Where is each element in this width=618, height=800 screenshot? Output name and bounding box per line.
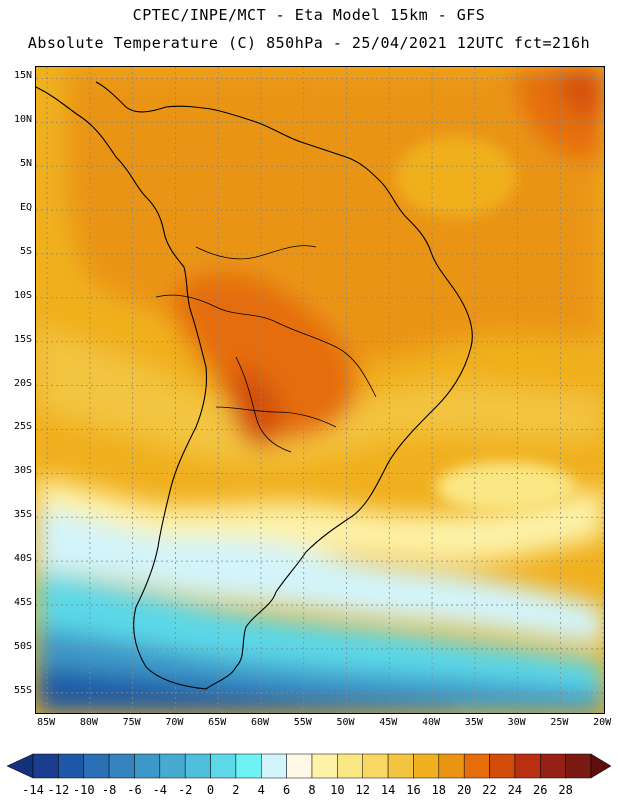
colorbar-under-arrow	[6, 753, 34, 779]
map-subtitle: Absolute Temperature (C) 850hPa - 25/04/…	[27, 34, 591, 52]
colorbar-tick-label: -10	[72, 783, 95, 797]
lon-label: 65W	[208, 717, 227, 728]
colorbar-swatch	[387, 753, 414, 779]
lat-label: 40S	[13, 553, 32, 565]
lat-label: 10S	[13, 289, 32, 301]
coastline	[36, 81, 473, 690]
colorbar-tick-label: 6	[283, 783, 291, 797]
colorbar-swatch	[463, 753, 490, 779]
lon-label: 20W	[593, 717, 612, 728]
colorbar-swatch	[337, 753, 363, 779]
colorbar-tick-label: 4	[257, 783, 265, 797]
lat-label: 5S	[19, 245, 32, 257]
map-canvas	[36, 67, 604, 713]
lat-label: 25S	[13, 421, 32, 433]
colorbar-swatch	[438, 753, 465, 779]
colorbar-swatch	[311, 753, 338, 779]
colorbar-swatch	[210, 753, 237, 779]
colorbar-swatch	[514, 753, 541, 779]
colorbar-swatch	[83, 753, 110, 779]
colorbar-tick-label: 14	[380, 783, 396, 797]
lat-label: 45S	[13, 597, 32, 609]
colorbar-tick-label: 2	[232, 783, 240, 797]
lat-label: 15S	[13, 333, 32, 345]
lat-label: 50S	[13, 640, 32, 652]
lon-label: 60W	[250, 717, 269, 728]
colorbar-tick-label: 26	[533, 783, 548, 797]
colorbar-over-arrow	[590, 753, 612, 779]
colorbar	[6, 753, 612, 779]
lon-label: 25W	[550, 717, 569, 728]
colorbar-tick-label: 28	[558, 783, 573, 797]
colorbar-swatch	[108, 753, 135, 779]
lon-label: 75W	[122, 717, 141, 728]
lat-label: 10N	[13, 114, 32, 126]
lon-label: 45W	[379, 717, 398, 728]
map-title: CPTEC/INPE/MCT - Eta Model 15km - GFS	[132, 6, 486, 24]
lon-label: 80W	[79, 717, 98, 728]
colorbar-tick-label: -8	[101, 783, 117, 797]
colorbar-tick-label: 22	[482, 783, 497, 797]
temperature-map[interactable]	[35, 66, 605, 714]
temperature-detail	[146, 137, 576, 512]
colorbar-swatch	[286, 753, 313, 779]
lat-label: 5N	[19, 158, 32, 170]
colorbar-swatch	[58, 753, 84, 779]
colorbar-swatch	[184, 753, 211, 779]
colorbar-swatch	[489, 753, 516, 779]
colorbar-tick-label: -4	[152, 783, 168, 797]
lat-label: 55S	[13, 684, 32, 696]
colorbar-swatch	[261, 753, 287, 779]
colorbar-tick-label: 20	[456, 783, 472, 797]
colorbar-swatch	[540, 753, 566, 779]
colorbar-tick-label: 0	[206, 783, 215, 797]
colorbar-swatch	[32, 753, 59, 779]
colorbar-tick-label: -14	[22, 783, 44, 797]
lat-label: 20S	[13, 377, 32, 389]
colorbar-swatch	[565, 753, 592, 779]
colorbar-tick-label: -12	[47, 783, 70, 797]
lon-label: 70W	[165, 717, 184, 728]
lon-label: 35W	[464, 717, 483, 728]
colorbar-tick-label: 18	[431, 783, 447, 797]
colorbar-tick-label: -6	[127, 783, 142, 797]
colorbar-swatch	[134, 753, 161, 779]
colorbar-swatch	[159, 753, 186, 779]
lon-label: 50W	[336, 717, 355, 728]
lon-label: 40W	[422, 717, 441, 728]
lon-label: 55W	[293, 717, 312, 728]
colorbar-tick-label: 16	[406, 783, 421, 797]
lat-label: 30S	[13, 465, 32, 477]
colorbar-tick-label: 24	[507, 783, 523, 797]
lat-label: 35S	[13, 509, 32, 521]
colorbar-tick-label: -2	[177, 783, 193, 797]
colorbar-swatch	[413, 753, 440, 779]
colorbar-tick-label: 8	[308, 783, 316, 797]
colorbar-swatch	[362, 753, 389, 779]
colorbar-swatch	[235, 753, 262, 779]
colorbar-tick-label: 12	[355, 783, 370, 797]
lon-label: 85W	[37, 717, 56, 728]
lon-label: 30W	[507, 717, 526, 728]
colorbar-tick-label: 10	[330, 783, 345, 797]
lat-label: EQ	[19, 202, 32, 214]
lat-label: 15N	[13, 70, 32, 82]
